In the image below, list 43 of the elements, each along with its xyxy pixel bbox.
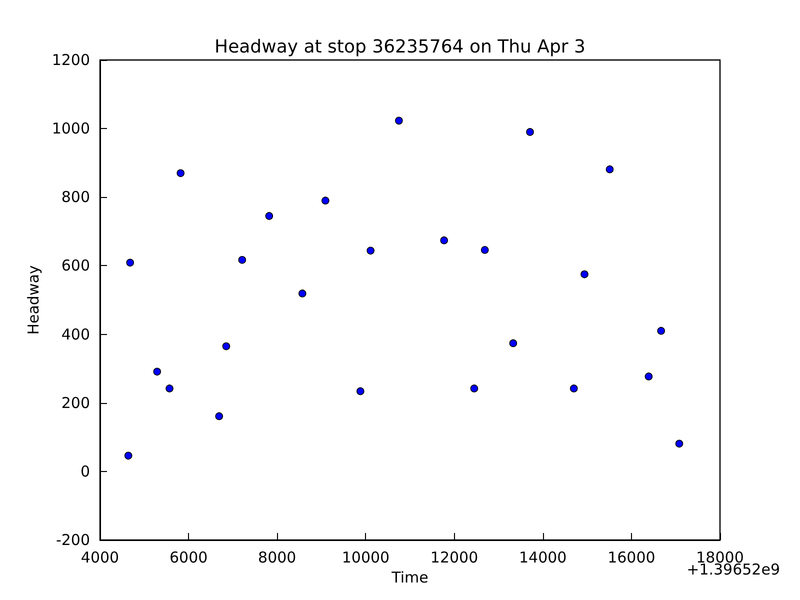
- x-tick-label: 16000: [608, 548, 656, 566]
- x-tick-label: 6000: [169, 548, 208, 566]
- point: [124, 452, 132, 460]
- point: [580, 270, 588, 278]
- point: [265, 212, 274, 220]
- point: [644, 372, 653, 380]
- point: [356, 387, 364, 396]
- point: [166, 384, 174, 392]
- x-tick-label: 10000: [342, 548, 390, 566]
- point: [238, 256, 246, 264]
- point: [470, 384, 478, 392]
- y-tick-label: 400: [61, 325, 90, 344]
- point: [298, 290, 306, 298]
- y-tick-label: 0: [80, 462, 90, 480]
- y-tick-label: 1000: [52, 120, 90, 138]
- point: [440, 236, 448, 244]
- point: [366, 246, 374, 255]
- x-tick-label: 8000: [258, 548, 296, 566]
- x-tick-label: 4000: [80, 548, 120, 566]
- y-tick-label: 800: [61, 188, 90, 206]
- point: [606, 165, 614, 174]
- point: [570, 384, 578, 392]
- point: [126, 258, 134, 267]
- point: [675, 440, 684, 448]
- x-axis-title: Time: [390, 568, 428, 586]
- y-axis-title: Headway: [24, 265, 42, 335]
- x-tick-label: 12000: [430, 548, 478, 566]
- point: [480, 246, 489, 254]
- y-tick-label: -200: [56, 531, 90, 549]
- point: [395, 116, 403, 125]
- point: [153, 368, 162, 376]
- y-tick-label: 200: [61, 394, 90, 412]
- point: [215, 412, 224, 420]
- y-tick-label: 1200: [52, 51, 90, 69]
- point: [222, 342, 230, 350]
- point: [526, 128, 534, 136]
- point: [322, 196, 330, 204]
- y-tick-label: 600: [61, 256, 90, 275]
- point: [176, 169, 184, 178]
- point: [657, 326, 665, 335]
- point: [509, 339, 518, 348]
- x-tick-label: 14000: [519, 548, 567, 566]
- chart-title: Headway at stop 36235764 on Thu Apr 3: [214, 36, 586, 58]
